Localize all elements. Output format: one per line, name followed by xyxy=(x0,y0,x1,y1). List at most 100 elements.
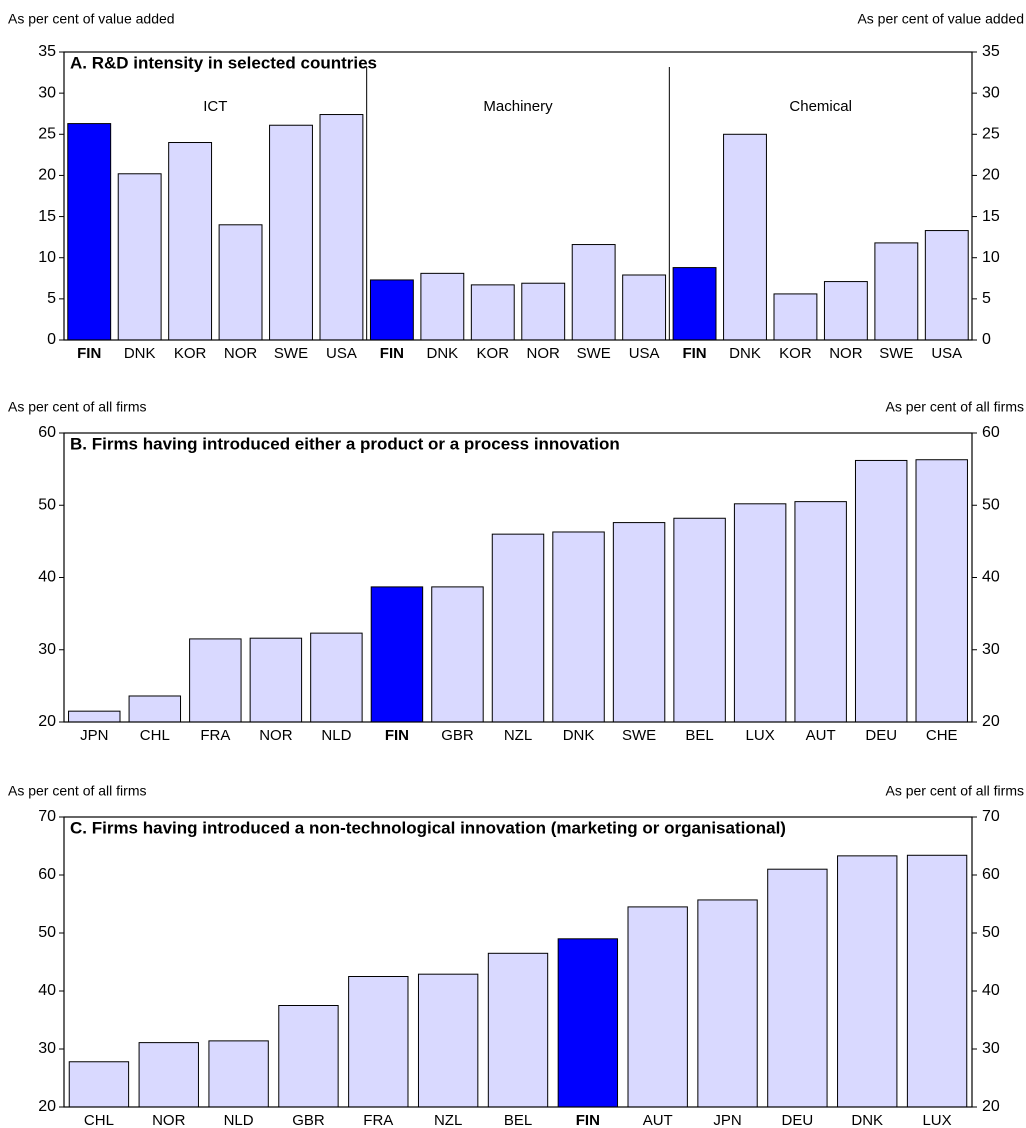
bar xyxy=(68,710,121,723)
x-tick-label: LUX xyxy=(746,727,775,744)
y2-axis-label: As per cent of all firms xyxy=(886,399,1025,415)
bar xyxy=(417,973,479,1108)
bar xyxy=(906,854,968,1108)
y-tick-label: 30 xyxy=(38,84,56,101)
bar xyxy=(369,279,414,341)
x-tick-label: AUT xyxy=(806,727,836,744)
x-tick-label: DNK xyxy=(124,345,156,362)
x-tick-label: FIN xyxy=(77,345,101,362)
bar xyxy=(723,133,767,341)
bar xyxy=(348,976,409,1108)
bar xyxy=(218,224,263,341)
bar xyxy=(370,586,424,723)
y-tick-label: 10 xyxy=(38,249,56,266)
y-tick-label: 20 xyxy=(38,1098,56,1115)
bar xyxy=(278,1005,339,1108)
y2-tick-label: 5 xyxy=(982,290,991,307)
bar xyxy=(67,123,112,341)
x-tick-label: SWE xyxy=(274,345,308,362)
bar xyxy=(767,868,828,1108)
y-tick-label: 35 xyxy=(38,43,56,60)
y2-tick-label: 60 xyxy=(982,866,1000,883)
bar xyxy=(319,114,364,341)
x-tick-label: NZL xyxy=(434,1112,462,1128)
x-tick-label: FIN xyxy=(682,345,706,362)
x-tick-label: BEL xyxy=(685,727,713,744)
panel-title: C. Firms having introduced a non-technol… xyxy=(70,818,786,837)
y-tick-label: 25 xyxy=(38,126,56,143)
y2-axis-label: As per cent of value added xyxy=(857,11,1024,27)
x-tick-label: KOR xyxy=(779,345,812,362)
bar xyxy=(915,459,968,723)
bar xyxy=(627,906,688,1108)
group-label: Machinery xyxy=(483,98,553,115)
y-tick-label: 40 xyxy=(38,569,56,586)
y-axis-label: As per cent of all firms xyxy=(8,783,147,799)
x-tick-label: NOR xyxy=(224,345,258,362)
group-label: Chemical xyxy=(789,98,852,115)
bar xyxy=(269,124,313,341)
y-tick-label: 20 xyxy=(38,167,56,184)
y-tick-label: 15 xyxy=(38,208,56,225)
x-tick-label: DNK xyxy=(426,345,458,362)
bar xyxy=(168,142,213,341)
x-tick-label: NLD xyxy=(224,1112,254,1128)
y-tick-label: 60 xyxy=(38,424,56,441)
x-tick-label: DNK xyxy=(851,1112,883,1128)
bar xyxy=(854,459,908,723)
x-tick-label: FIN xyxy=(576,1112,600,1128)
x-tick-label: KOR xyxy=(477,345,510,362)
y-tick-label: 60 xyxy=(38,866,56,883)
panel-title: A. R&D intensity in selected countries xyxy=(70,53,377,72)
y-axis-label: As per cent of value added xyxy=(8,11,175,27)
bar xyxy=(128,695,182,723)
y2-tick-label: 20 xyxy=(982,167,1000,184)
bar xyxy=(557,938,619,1108)
y-tick-label: 20 xyxy=(38,713,56,730)
bar xyxy=(823,281,868,341)
bar xyxy=(733,503,787,723)
y2-tick-label: 50 xyxy=(982,496,1000,513)
y-tick-label: 70 xyxy=(38,808,56,825)
bar xyxy=(612,522,666,723)
x-tick-label: SWE xyxy=(879,345,913,362)
bar xyxy=(672,267,717,341)
x-tick-label: FRA xyxy=(200,727,230,744)
bar xyxy=(431,586,484,723)
y2-axis-label: As per cent of all firms xyxy=(886,783,1025,799)
x-tick-label: SWE xyxy=(577,345,611,362)
x-tick-label: GBR xyxy=(292,1112,325,1128)
y2-tick-label: 40 xyxy=(982,982,1000,999)
bar xyxy=(697,899,758,1108)
bar xyxy=(773,293,818,341)
y-tick-label: 0 xyxy=(47,331,56,348)
x-tick-label: NOR xyxy=(527,345,561,362)
x-tick-label: JPN xyxy=(80,727,108,744)
y-tick-label: 50 xyxy=(38,496,56,513)
y-tick-label: 50 xyxy=(38,924,56,941)
y2-tick-label: 10 xyxy=(982,249,1000,266)
bar xyxy=(249,637,303,723)
x-tick-label: DEU xyxy=(782,1112,814,1128)
x-tick-label: USA xyxy=(629,345,660,362)
bar xyxy=(673,517,726,723)
x-tick-label: SWE xyxy=(622,727,656,744)
y2-tick-label: 0 xyxy=(982,331,991,348)
x-tick-label: NOR xyxy=(829,345,863,362)
x-tick-label: KOR xyxy=(174,345,207,362)
y2-tick-label: 25 xyxy=(982,126,1000,143)
x-tick-label: USA xyxy=(326,345,357,362)
bar xyxy=(138,1042,199,1108)
x-tick-label: CHE xyxy=(926,727,958,744)
x-tick-label: NOR xyxy=(259,727,293,744)
y2-tick-label: 40 xyxy=(982,569,1000,586)
y2-tick-label: 30 xyxy=(982,84,1000,101)
bar xyxy=(420,272,465,341)
x-tick-label: NOR xyxy=(152,1112,186,1128)
panel-title: B. Firms having introduced either a prod… xyxy=(70,434,620,453)
y-axis-label: As per cent of all firms xyxy=(8,399,147,415)
x-tick-label: FRA xyxy=(363,1112,393,1128)
x-tick-label: AUT xyxy=(643,1112,673,1128)
bar xyxy=(837,855,898,1108)
